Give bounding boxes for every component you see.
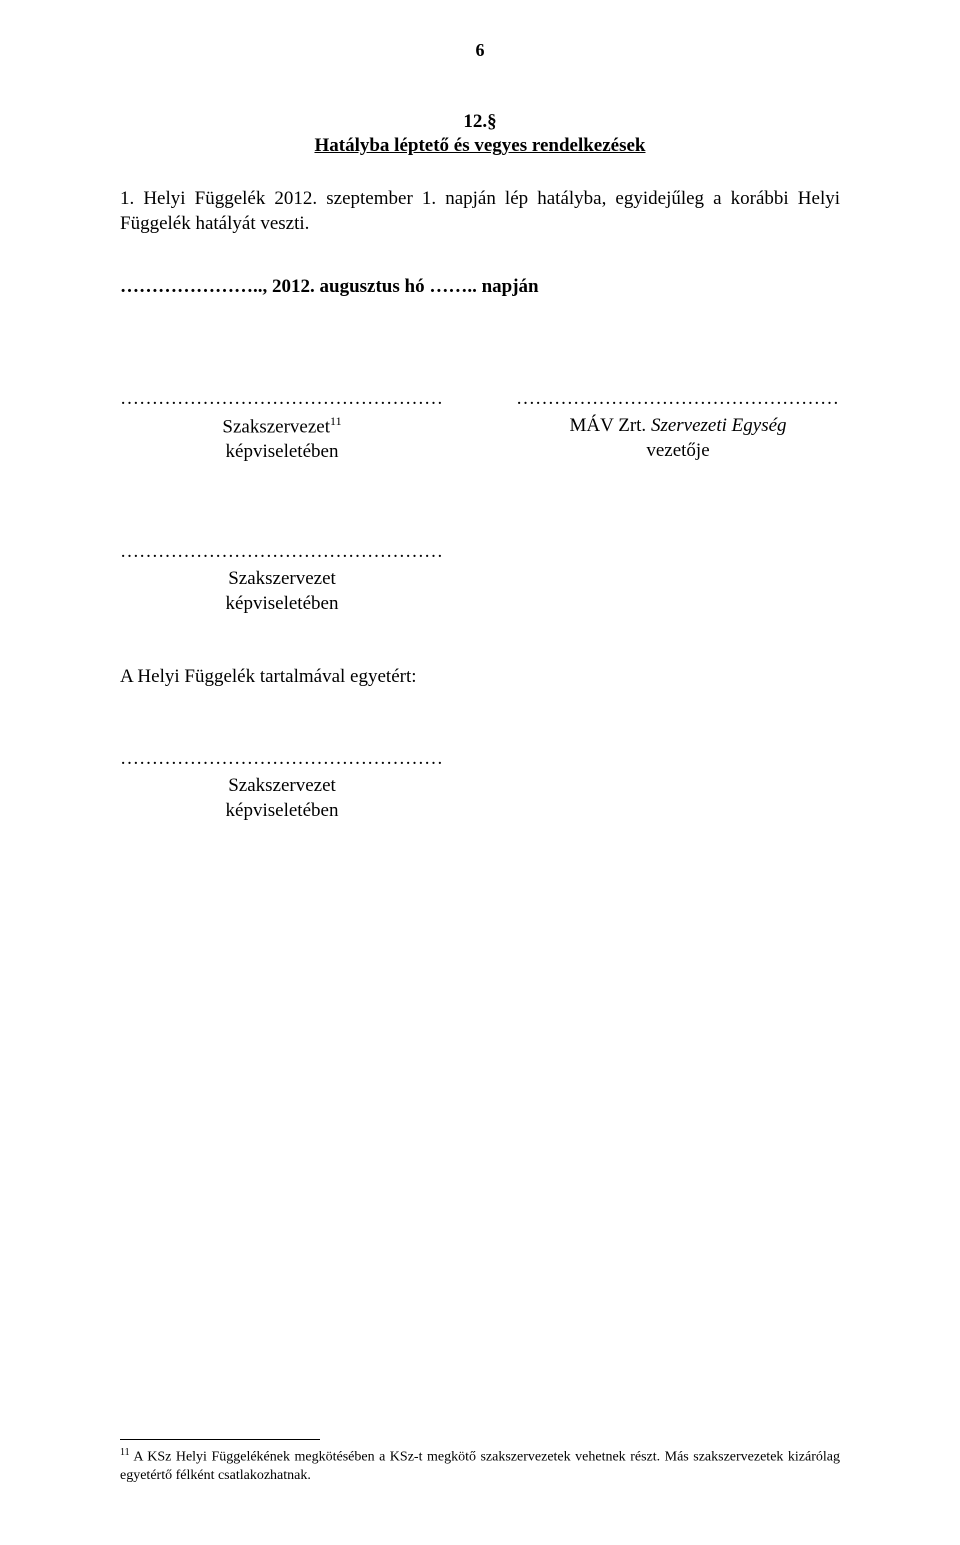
dotted-line-right: …………………………………………… xyxy=(516,388,840,410)
dotted-line-single-2: …………………………………………… xyxy=(120,748,444,770)
signature-right: MÁV Zrt. Szervezeti Egység vezetője xyxy=(516,414,840,465)
sig-right-line2: vezetője xyxy=(646,440,709,461)
sig-right-prefix: MÁV Zrt. xyxy=(569,415,650,436)
section-number: 12.§ xyxy=(120,111,840,133)
single-sig2-line1: Szakszervezet xyxy=(228,775,336,796)
section-title: Hatályba léptető és vegyes rendelkezések xyxy=(120,135,840,157)
single-signature-1: Szakszervezet képviseletében xyxy=(120,567,444,616)
sig-left-line2: képviseletében xyxy=(226,441,339,462)
footnote-area: 11 A KSz Helyi Függelékének megkötésében… xyxy=(120,1439,840,1485)
signature-left: Szakszervezet11 képviseletében xyxy=(120,414,444,465)
agreement-line: A Helyi Függelék tartalmával egyetért: xyxy=(120,666,840,688)
footnote-number: 11 xyxy=(120,1447,130,1458)
sig-left-sup: 11 xyxy=(330,414,342,428)
dotted-line-left: …………………………………………… xyxy=(120,388,444,410)
sig-right-italic: Szervezeti Egység xyxy=(651,415,787,436)
single-signature-2: Szakszervezet képviseletében xyxy=(120,774,444,823)
single-sig1-line2: képviseletében xyxy=(226,593,339,614)
single-sig1-line1: Szakszervezet xyxy=(228,568,336,589)
footnote-separator xyxy=(120,1439,320,1440)
body-paragraph: 1. Helyi Függelék 2012. szeptember 1. na… xyxy=(120,187,840,236)
sig-left-line1: Szakszervezet xyxy=(222,417,330,438)
footnote-text: 11 A KSz Helyi Függelékének megkötésében… xyxy=(120,1446,840,1485)
date-line: ………………….., 2012. augusztus hó …….. napjá… xyxy=(120,276,840,298)
signature-row: Szakszervezet11 képviseletében MÁV Zrt. … xyxy=(120,414,840,465)
single-sig2-line2: képviseletében xyxy=(226,800,339,821)
signature-dots-row: …………………………………………… …………………………………………… xyxy=(120,388,840,410)
footnote-body: A KSz Helyi Függelékének megkötésében a … xyxy=(120,1450,840,1483)
page-number: 6 xyxy=(120,40,840,61)
dotted-line-single-1: …………………………………………… xyxy=(120,541,444,563)
